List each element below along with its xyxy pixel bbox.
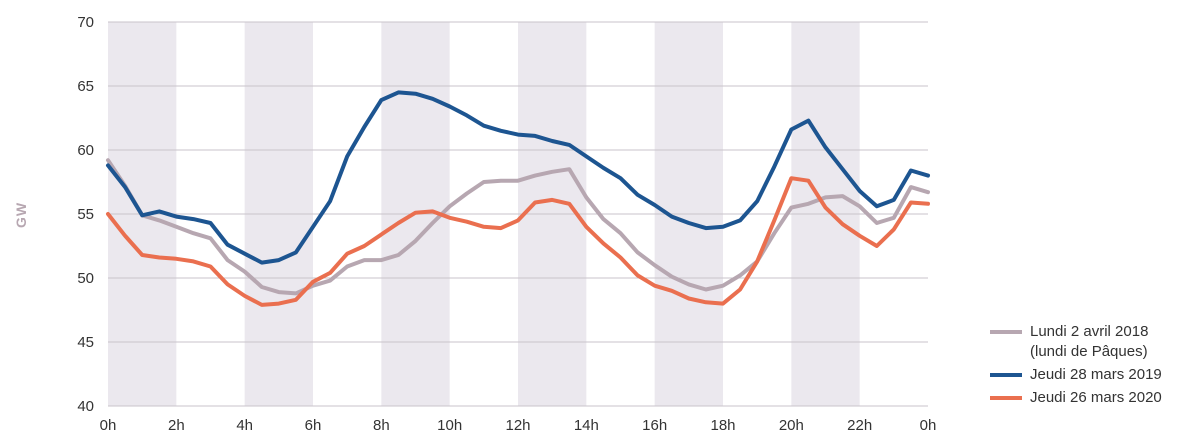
y-tick-label: 60 bbox=[77, 142, 94, 159]
x-tick-label: 10h bbox=[437, 417, 462, 433]
gridlines bbox=[108, 21, 928, 407]
y-tick-label: 45 bbox=[77, 334, 94, 351]
legend-label: Jeudi 28 mars 2019 bbox=[1030, 366, 1162, 383]
series-line-1 bbox=[106, 158, 930, 296]
legend-swatch bbox=[990, 396, 1022, 400]
legend: Lundi 2 avril 2018 (lundi de Pâques) Jeud… bbox=[990, 322, 1162, 411]
legend-swatch bbox=[990, 373, 1022, 377]
x-tick-label: 14h bbox=[574, 417, 599, 433]
x-tick-label: 2h bbox=[168, 417, 185, 433]
y-tick-label: 40 bbox=[77, 398, 94, 415]
y-tick-label: 50 bbox=[77, 270, 94, 287]
x-tick-label: 6h bbox=[305, 417, 322, 433]
x-axis-ticks: 0h 2h 4h 6h 8h 10h 12h 14h 16h 18h 20h 22h 0h bbox=[100, 417, 937, 433]
x-tick-label: 18h bbox=[710, 417, 735, 433]
legend-item: Jeudi 26 mars 2020 bbox=[990, 388, 1162, 408]
y-tick-label: 65 bbox=[77, 78, 94, 95]
legend-label: Jeudi 26 mars 2020 bbox=[1030, 389, 1162, 406]
y-tick-label: 55 bbox=[77, 206, 94, 223]
x-tick-label: 8h bbox=[373, 417, 390, 433]
y-axis-ticks: 40 45 50 55 60 65 70 bbox=[77, 14, 94, 415]
x-tick-label: 16h bbox=[642, 417, 667, 433]
legend-label: Lundi 2 avril 2018 (lundi de Pâques) bbox=[1030, 323, 1149, 360]
legend-swatch bbox=[990, 330, 1022, 334]
y-axis-label: GW bbox=[13, 202, 29, 228]
x-tick-label: 12h bbox=[505, 417, 530, 433]
x-tick-label: 4h bbox=[236, 417, 253, 433]
series-line-2 bbox=[106, 90, 930, 265]
legend-item: Jeudi 28 mars 2019 bbox=[990, 365, 1162, 385]
series-lines bbox=[106, 90, 930, 307]
y-tick-label: 70 bbox=[77, 14, 94, 31]
x-tick-label: 20h bbox=[779, 417, 804, 433]
legend-item: Lundi 2 avril 2018 (lundi de Pâques) bbox=[990, 322, 1162, 362]
x-tick-label: 0h bbox=[100, 417, 117, 433]
series-line-3 bbox=[106, 176, 930, 307]
x-tick-label: 22h bbox=[847, 417, 872, 433]
x-tick-label: 0h bbox=[920, 417, 937, 433]
